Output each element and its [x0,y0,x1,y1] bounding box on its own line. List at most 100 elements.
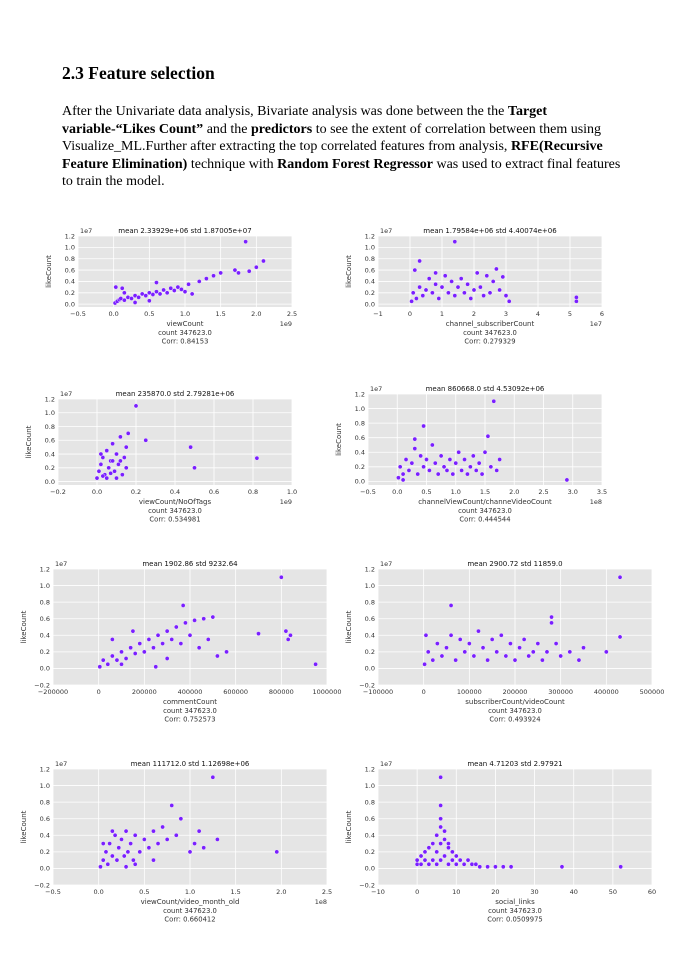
scatter-point [169,637,175,642]
x-tick-label: 1.5 [215,310,225,318]
scatter-point [453,853,459,859]
y-tick-label: 1.2 [365,232,375,240]
scatter-point [160,641,165,646]
x-tick-label: 0.6 [209,488,219,496]
scatter-point [442,828,447,834]
scatter-point [485,864,490,870]
scatter-point [500,864,506,870]
scatter-point [448,632,454,638]
x-tick-label: −1 [373,310,383,318]
stats-footer-line: count 347623.0 [458,507,512,515]
y-tick-label: 1.0 [355,405,365,413]
y-tick-label: 0.8 [40,798,50,806]
scatter-point [438,816,443,822]
scatter-point [478,284,483,290]
y-exponent-label: 1e7 [80,227,92,235]
scatter-point [494,649,500,655]
y-axis-label: likeCount [345,810,353,843]
x-tick-label: 2.0 [276,888,286,896]
scatter-point [175,284,181,290]
scatter-point [100,841,106,846]
chart-title: mean 2900.72 std 11859.0 [467,560,562,568]
scatter-point [116,462,121,467]
scatter-point [438,857,443,863]
scatter-point [120,472,125,477]
scatter-point [110,637,115,642]
x-tick-label: 1.0 [451,488,461,496]
scatter-point [421,423,426,429]
y-tick-label: 0.4 [45,450,55,458]
stats-footer-line: count 347623.0 [158,329,212,337]
scatter-point [409,460,415,466]
scatter-point [236,270,241,276]
scatter-point [160,824,165,830]
stats-footer-line: count 347623.0 [463,329,517,337]
scatter-point [400,471,406,477]
scatter-point [482,449,488,455]
x-tick-label: −100000 [363,688,393,696]
y-exponent-label: 1e7 [60,390,72,398]
scatter-point [488,464,494,470]
scatter-point [498,632,504,638]
scatter-point [457,637,463,642]
y-tick-label: 0.6 [365,266,375,274]
scatter-point [132,861,138,867]
y-axis-label: likeCount [345,610,353,643]
y-exponent-label: 1e7 [370,385,382,393]
scatter-point [210,614,216,620]
x-tick-label: 0.0 [392,488,402,496]
x-tick-label: −0.5 [70,310,86,318]
scatter-point [279,574,284,580]
x-axis-label: channel_subscriberCount [446,320,535,328]
scatter-point [400,477,406,483]
x-exponent-label: 1e8 [590,498,602,506]
y-tick-label: 0.8 [355,419,365,427]
stats-footer-line: count 347623.0 [163,707,217,715]
scatter-point [503,293,509,298]
stats-footer-line: Corr: 0.752573 [164,716,215,724]
scatter-point [121,853,127,859]
scatter-point [283,628,289,634]
scatter-point [530,649,536,655]
y-tick-label: 0.0 [365,865,375,873]
y-tick-label: 1.2 [65,232,75,240]
y-tick-label: 1.0 [45,409,55,417]
scatter-point [243,239,248,244]
x-tick-label: 0.5 [421,488,431,496]
scatter-point [313,661,318,667]
y-tick-label: 0.6 [355,434,365,442]
x-tick-label: 0.2 [131,488,141,496]
y-exponent-label: 1e7 [55,760,67,768]
scatter-point [452,239,458,244]
scatter-point [446,845,451,851]
scatter-point [187,849,193,855]
scatter-point [432,460,438,466]
scatter-point [497,457,502,462]
scatter-point [224,649,229,655]
y-tick-label: 1.0 [365,244,375,252]
x-tick-label: 1000000 [313,688,342,696]
scatter-point [108,471,113,476]
y-tick-label: 0.6 [365,815,375,823]
scatter-point [153,664,159,670]
y-tick-label: 0.8 [365,255,375,263]
y-tick-label: 0.6 [40,615,50,623]
x-tick-label: 30 [530,888,538,896]
scatter-point [450,857,455,863]
x-tick-label: 3.5 [597,488,607,496]
scatter-point [433,270,438,276]
scatter-point [438,824,443,830]
scatter-point [446,290,451,296]
scatter-point [469,861,475,867]
y-axis-label: likeCount [335,423,343,456]
x-tick-label: −200000 [38,688,68,696]
y-tick-label: 1.0 [365,582,375,590]
scatter-point [104,448,110,453]
scatter-point [422,661,427,667]
y-tick-label: −0.2 [359,681,375,689]
scatter-point [494,468,499,473]
paragraph-bold-run: predictors [251,121,313,137]
x-tick-label: 0.8 [248,488,258,496]
x-tick-label: −10 [371,888,385,896]
scatter-point [491,398,497,404]
